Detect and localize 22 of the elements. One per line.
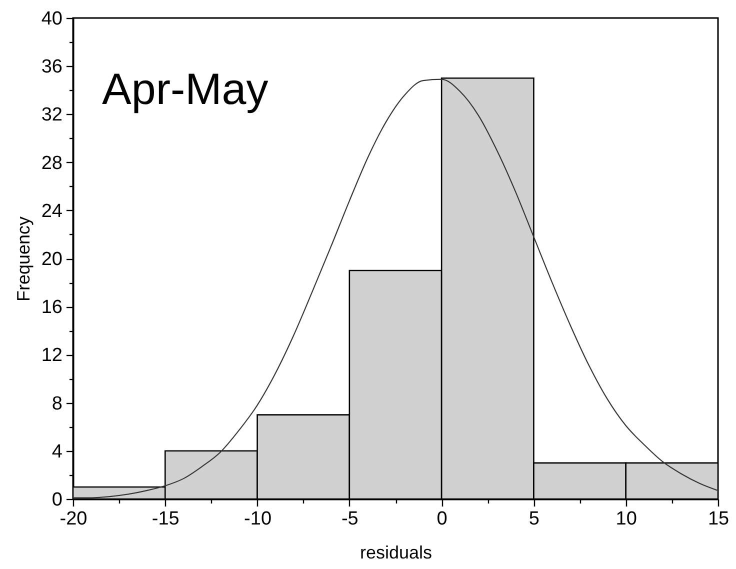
x-tick-label: 0 — [436, 508, 448, 530]
annotation: Apr-May — [102, 65, 268, 114]
y-tick-label: 32 — [41, 104, 62, 126]
x-tick-label: -15 — [152, 508, 180, 530]
y-tick-label: 40 — [41, 8, 62, 30]
y-tick-label: 24 — [41, 200, 63, 222]
y-tick-label: 12 — [41, 345, 62, 366]
x-tick-label: 10 — [616, 508, 637, 530]
y-tick-label: 28 — [41, 152, 62, 174]
y-tick-label: 36 — [41, 56, 62, 78]
x-tick-label: -5 — [341, 508, 358, 530]
x-tick-label: -20 — [60, 508, 88, 530]
x-tick-label: -10 — [244, 508, 272, 530]
y-tick-label: 16 — [41, 297, 62, 318]
y-tick-label: 20 — [41, 249, 62, 270]
x-tick-label: 5 — [528, 508, 540, 530]
x-axis-title: residuals — [360, 542, 432, 562]
y-tick-label: 8 — [52, 393, 62, 414]
y-tick-label: 0 — [52, 490, 62, 510]
y-axis-title: Frequency — [13, 216, 34, 302]
y-tick-label: 4 — [52, 441, 63, 462]
x-tick-label: 15 — [708, 508, 730, 530]
